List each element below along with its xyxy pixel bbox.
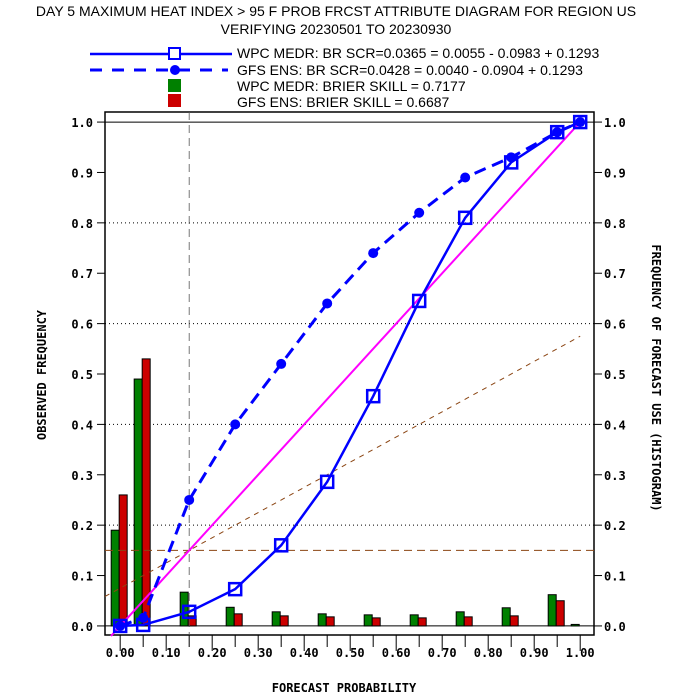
histogram-bar-wpc <box>133 378 143 627</box>
wpc-medr-point <box>503 155 519 170</box>
gfs-ens-point <box>575 117 586 128</box>
histogram-bar-gfs <box>555 600 565 627</box>
histogram-bar-gfs <box>141 358 151 627</box>
histogram-bar-wpc <box>363 614 373 627</box>
gfs-ens-point <box>115 620 126 631</box>
histogram-bar-gfs <box>279 615 289 627</box>
plot-frame <box>104 111 595 636</box>
gfs-ens-line <box>119 120 581 628</box>
x-tick-label: 0.30 <box>244 646 273 660</box>
x-tick-label: 0.40 <box>290 646 319 660</box>
y-tick-label: 0.7 <box>71 267 93 281</box>
legend-wpc-square-icon <box>168 47 181 60</box>
wpc-medr-point <box>411 293 427 309</box>
wpc-medr-point <box>181 604 197 620</box>
gfs-ens-point <box>230 419 241 430</box>
y2-tick-label: 0.0 <box>604 620 626 634</box>
histogram-bar-wpc <box>547 594 557 627</box>
x-axis-label: FORECAST PROBABILITY <box>272 681 417 695</box>
wpc-medr-point <box>365 388 381 404</box>
perfect-reliability-line <box>110 121 581 637</box>
wpc-medr-point <box>457 210 473 226</box>
histogram-bar-wpc <box>317 613 327 627</box>
histogram-bar-wpc <box>110 529 120 627</box>
legend-wpc-line-label: WPC MEDR: BR SCR=0.0365 = 0.0055 - 0.098… <box>237 45 599 61</box>
histogram-bar-gfs <box>417 617 427 627</box>
y-tick-label: 0.0 <box>71 620 93 634</box>
histogram-bar-wpc <box>501 607 511 627</box>
y2-tick-label: 0.9 <box>604 166 626 180</box>
x-tick-label: 0.50 <box>336 646 365 660</box>
chart-title: DAY 5 MAXIMUM HEAT INDEX > 95 F PROB FRC… <box>36 3 636 19</box>
legend-gfs-skill-label: GFS ENS: BRIER SKILL = 0.6687 <box>237 94 450 110</box>
y-tick-label: 0.8 <box>71 217 93 231</box>
y2-tick-label: 0.5 <box>604 368 626 382</box>
legend-gfs-bar-icon <box>168 94 181 107</box>
y-tick-label: 0.6 <box>71 318 93 332</box>
gfs-ens-point <box>414 207 425 218</box>
y2-tick-label: 0.7 <box>604 267 626 281</box>
gfs-ens-point <box>460 172 471 183</box>
y-tick-label: 0.4 <box>71 418 93 432</box>
y2-tick-label: 0.8 <box>604 217 626 231</box>
gfs-ens-point <box>322 298 333 309</box>
x-tick-label: 0.70 <box>428 646 457 660</box>
x-tick-label: 0.60 <box>382 646 411 660</box>
legend-gfs-line-label: GFS ENS: BR SCR=0.0428 = 0.0040 - 0.0904… <box>237 62 583 78</box>
y-tick-label: 0.9 <box>71 166 93 180</box>
histogram-bar-wpc <box>271 611 281 627</box>
wpc-medr-point <box>549 124 565 140</box>
chart-subtitle: VERIFYING 20230501 TO 20230930 <box>221 21 452 37</box>
y2-tick-label: 0.4 <box>604 418 626 432</box>
histogram-bar-gfs <box>118 494 128 627</box>
y2-tick-label: 0.2 <box>604 519 626 533</box>
y2-tick-label: 1.0 <box>604 116 626 130</box>
x-tick-label: 0.20 <box>198 646 227 660</box>
histogram-bar-gfs <box>233 613 243 627</box>
histogram-bar-gfs <box>463 616 473 627</box>
x-tick-label: 0.80 <box>474 646 503 660</box>
x-tick-label: 0.10 <box>152 646 181 660</box>
y-tick-label: 1.0 <box>71 116 93 130</box>
y-tick-label: 0.3 <box>71 469 93 483</box>
legend-wpc-bar-icon <box>168 79 181 92</box>
x-tick-label: 0.00 <box>106 646 135 660</box>
y-tick-label: 0.5 <box>71 368 93 382</box>
y-axis-label: OBSERVED FREQUENCY <box>35 309 49 440</box>
x-tick-label: 0.90 <box>520 646 549 660</box>
y2-tick-label: 0.1 <box>604 570 626 584</box>
histogram-bar-gfs <box>371 617 381 627</box>
legend-wpc-skill-label: WPC MEDR: BRIER SKILL = 0.7177 <box>237 78 466 94</box>
histogram-bar-wpc <box>570 623 580 627</box>
gfs-ens-point <box>552 127 563 138</box>
histogram-bar-wpc <box>455 611 465 627</box>
wpc-medr-point <box>227 581 243 597</box>
wpc-medr-point <box>112 618 128 634</box>
wpc-medr-point <box>572 114 588 130</box>
wpc-medr-point <box>273 538 289 553</box>
x-tick-label: 1.00 <box>566 646 595 660</box>
gfs-ens-point <box>276 358 287 369</box>
wpc-medr-point <box>319 474 335 490</box>
wpc-medr-point <box>135 617 151 633</box>
histogram-bar-wpc <box>409 614 419 627</box>
legend-gfs-circle-icon <box>170 65 180 75</box>
y2-tick-label: 0.6 <box>604 318 626 332</box>
histogram-bar-gfs <box>187 615 197 627</box>
y-tick-label: 0.2 <box>71 519 93 533</box>
histogram-bar-gfs <box>509 615 519 627</box>
gfs-ens-point <box>368 248 379 259</box>
y2-tick-label: 0.3 <box>604 469 626 483</box>
no-skill-line <box>104 335 581 597</box>
histogram-bar-wpc <box>225 606 235 627</box>
gfs-ens-point <box>184 494 195 505</box>
histogram-bar-gfs <box>325 616 335 627</box>
y-tick-label: 0.1 <box>71 570 93 584</box>
wpc-medr-line <box>120 120 581 628</box>
y2-axis-label: FREQUENCY OF FORECAST USE (HISTOGRAM) <box>649 244 663 511</box>
